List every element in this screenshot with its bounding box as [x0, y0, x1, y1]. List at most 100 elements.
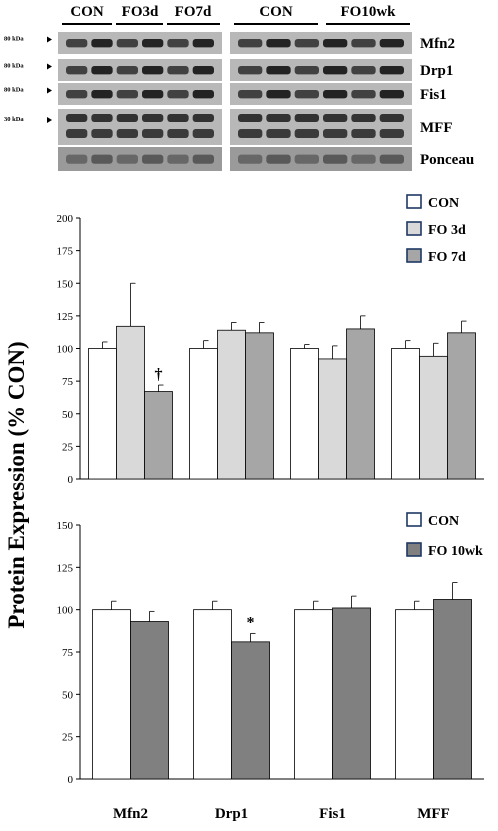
- blot-band: [294, 129, 319, 138]
- legend-label: CON: [428, 514, 459, 529]
- bar-fo-10wk-drp1: [231, 641, 270, 780]
- blot-band: [192, 39, 214, 48]
- blot-strip: [58, 59, 222, 81]
- blot-band: [66, 90, 88, 99]
- blot-band: [351, 114, 376, 122]
- blot-band: [91, 154, 113, 164]
- y-tick-label: 100: [57, 344, 74, 356]
- blot-band: [142, 39, 164, 48]
- blot-arrow: [47, 117, 52, 123]
- blot-band: [167, 39, 189, 48]
- blot-kda-label: 30 kDa: [4, 116, 24, 123]
- blot-band: [238, 66, 263, 75]
- y-tick-label: 75: [62, 647, 74, 659]
- y-tick-label: 150: [57, 520, 74, 532]
- blot-band: [379, 154, 404, 164]
- blot-band: [351, 66, 376, 75]
- blot-group-label: CON: [70, 4, 104, 20]
- blot-band: [142, 66, 164, 75]
- blot-row-label: MFF: [420, 120, 452, 136]
- blot-band: [91, 90, 113, 99]
- bar-fo-7d-fis1: [346, 328, 375, 480]
- blot-strip: [58, 83, 222, 105]
- legend-swatch: [406, 248, 422, 263]
- blot-band: [91, 114, 113, 122]
- significance-marker: *: [247, 614, 255, 631]
- y-tick-label: 50: [62, 689, 74, 701]
- blot-band: [142, 129, 164, 138]
- blot-band: [66, 66, 88, 75]
- blot-band: [323, 114, 348, 122]
- blot-band: [116, 129, 138, 138]
- blot-band: [142, 114, 164, 122]
- blot-band: [116, 90, 138, 99]
- blot-band: [379, 66, 404, 75]
- blot-group-label: CON: [259, 4, 293, 20]
- bar-con-fis1: [290, 348, 319, 480]
- blot-band: [91, 129, 113, 138]
- blot-band: [266, 114, 291, 122]
- bar-fo-7d-mfn2: [144, 391, 173, 480]
- blot-band: [323, 39, 348, 48]
- blot-band: [66, 154, 88, 164]
- blot-band: [266, 39, 291, 48]
- blot-band: [192, 154, 214, 164]
- y-tick-label: 50: [62, 409, 74, 421]
- blot-band: [379, 129, 404, 138]
- y-tick-label: 100: [57, 605, 74, 617]
- significance-marker: †: [155, 366, 163, 383]
- legend-label: FO 10wk: [428, 544, 483, 559]
- bar-fo-10wk-mfn2: [130, 621, 169, 780]
- y-tick-label: 0: [68, 774, 74, 786]
- blot-band: [238, 90, 263, 99]
- blot-kda-label: 80 kDa: [4, 63, 24, 70]
- blot-band: [238, 39, 263, 48]
- blot-band: [192, 90, 214, 99]
- blot-band: [351, 129, 376, 138]
- legend-label: FO 3d: [428, 223, 466, 238]
- bar-con-mfn2: [92, 609, 131, 780]
- blot-strip: [230, 32, 412, 54]
- blot-band: [66, 129, 88, 138]
- bar-fo-7d-drp1: [245, 332, 274, 480]
- blot-kda-label: 80 kDa: [4, 87, 24, 94]
- x-category-label: Mfn2: [113, 806, 148, 822]
- blot-band: [351, 154, 376, 164]
- y-tick-label: 125: [57, 311, 74, 323]
- x-category-label: MFF: [417, 806, 449, 822]
- y-tick-label: 150: [57, 278, 74, 290]
- blot-band: [323, 90, 348, 99]
- blot-band: [294, 39, 319, 48]
- legend-label: CON: [428, 196, 459, 211]
- blot-arrow: [47, 87, 52, 94]
- blot-band: [116, 114, 138, 122]
- blot-band: [294, 114, 319, 122]
- blot-band: [323, 66, 348, 75]
- blot-row-label: Ponceau: [420, 152, 474, 168]
- legend-swatch: [406, 542, 422, 557]
- blot-band: [323, 129, 348, 138]
- blot-band: [351, 90, 376, 99]
- blot-band: [238, 114, 263, 122]
- blot-band: [192, 114, 214, 122]
- chart-chronic: 0 25 50 75 100 125 150 * CON FO 10wk Mfn2 Drp1 Fis1 M…: [57, 512, 484, 822]
- blot-band: [66, 114, 88, 122]
- blot-row-label: Fis1: [420, 87, 447, 103]
- bar-fo-3d-fis1: [318, 358, 347, 480]
- blot-strip: [230, 83, 412, 105]
- y-tick-label: 125: [57, 562, 74, 574]
- y-tick-label: 25: [62, 441, 74, 453]
- bar-con-mfn2: [88, 348, 117, 480]
- blot-group-label: FO7d: [175, 4, 212, 20]
- chart-acute: 0 25 50 75 100 125 150 175 200 † CON FO 3d FO 7d: [57, 194, 484, 486]
- x-category-label: Drp1: [215, 806, 248, 822]
- blot-band: [167, 129, 189, 138]
- y-tick-label: 175: [57, 246, 74, 258]
- bar-con-mff: [391, 348, 420, 480]
- blot-band: [167, 114, 189, 122]
- blot-strip: [58, 32, 222, 54]
- blot-band: [266, 90, 291, 99]
- blot-band: [379, 90, 404, 99]
- bar-fo-7d-mff: [447, 332, 476, 480]
